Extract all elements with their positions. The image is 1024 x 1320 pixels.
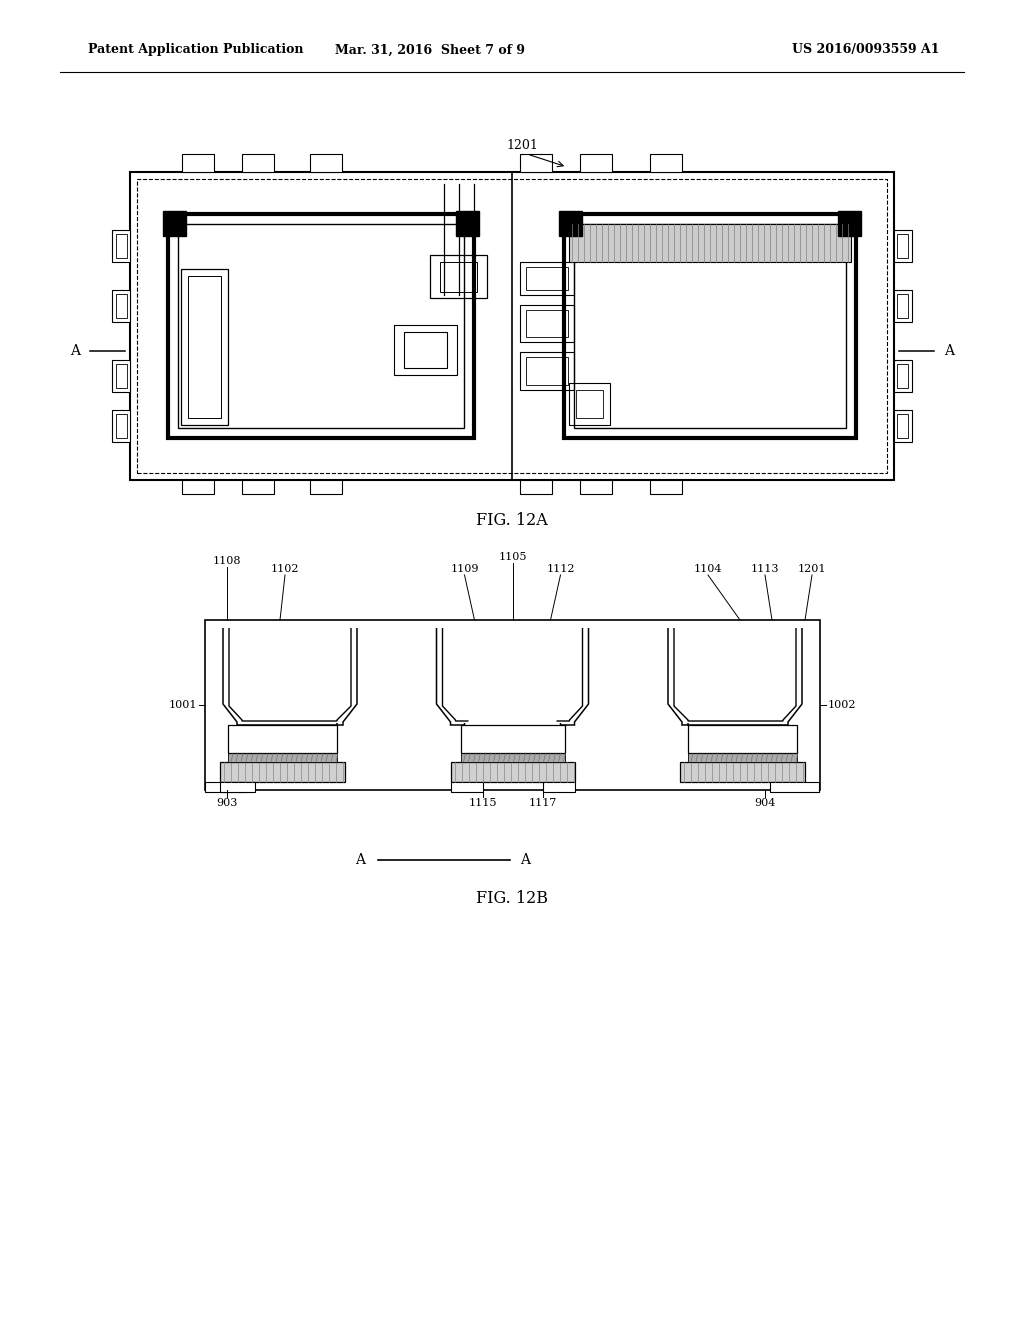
Bar: [897, 294, 908, 318]
Text: 1002: 1002: [828, 700, 856, 710]
Bar: [526, 267, 568, 290]
Bar: [116, 294, 127, 318]
Bar: [520, 352, 574, 389]
Bar: [137, 180, 887, 473]
Bar: [220, 762, 345, 781]
Bar: [181, 269, 228, 425]
Text: 1201: 1201: [798, 564, 826, 574]
Bar: [897, 414, 908, 438]
Bar: [116, 364, 127, 388]
Text: 1112: 1112: [546, 564, 574, 574]
Text: FIG. 12A: FIG. 12A: [476, 512, 548, 529]
Bar: [228, 725, 337, 752]
Bar: [116, 414, 127, 438]
Bar: [580, 154, 612, 172]
Bar: [894, 290, 912, 322]
Text: Mar. 31, 2016  Sheet 7 of 9: Mar. 31, 2016 Sheet 7 of 9: [335, 44, 525, 57]
Text: A: A: [355, 853, 365, 867]
Text: 1108: 1108: [213, 556, 242, 566]
Bar: [188, 276, 221, 418]
Bar: [894, 411, 912, 442]
Text: Patent Application Publication: Patent Application Publication: [88, 44, 303, 57]
Bar: [520, 480, 552, 494]
Bar: [688, 725, 797, 752]
Bar: [112, 290, 130, 322]
Bar: [112, 411, 130, 442]
Bar: [520, 261, 574, 294]
Bar: [520, 154, 552, 172]
Text: A: A: [944, 343, 954, 358]
Bar: [130, 172, 894, 480]
Bar: [526, 310, 568, 337]
Bar: [404, 333, 447, 368]
Bar: [564, 214, 856, 438]
Bar: [310, 154, 342, 172]
Text: 1115: 1115: [468, 799, 497, 808]
Bar: [680, 762, 805, 781]
Bar: [650, 154, 682, 172]
Text: 1001: 1001: [169, 700, 197, 710]
Bar: [543, 781, 574, 792]
Bar: [182, 480, 214, 494]
Bar: [163, 211, 186, 236]
Bar: [559, 211, 582, 236]
Text: 1104: 1104: [693, 564, 722, 574]
Bar: [430, 255, 487, 298]
Bar: [394, 325, 457, 375]
Bar: [526, 356, 568, 385]
Bar: [220, 781, 255, 792]
Text: 904: 904: [755, 799, 776, 808]
Text: 1102: 1102: [270, 564, 299, 574]
Bar: [894, 360, 912, 392]
Text: 1105: 1105: [499, 552, 526, 562]
Bar: [580, 480, 612, 494]
Text: A: A: [70, 343, 80, 358]
Bar: [116, 234, 127, 257]
Text: 1201: 1201: [506, 139, 538, 152]
Bar: [205, 620, 820, 789]
Text: 1117: 1117: [528, 799, 557, 808]
Bar: [688, 752, 797, 762]
Text: A: A: [520, 853, 530, 867]
Bar: [770, 781, 819, 792]
Bar: [569, 224, 851, 261]
Bar: [461, 752, 564, 762]
Bar: [242, 480, 274, 494]
Bar: [451, 762, 574, 781]
Bar: [520, 305, 574, 342]
Bar: [310, 480, 342, 494]
Bar: [897, 234, 908, 257]
Bar: [112, 360, 130, 392]
Bar: [894, 230, 912, 261]
Bar: [650, 480, 682, 494]
Bar: [451, 781, 482, 792]
Bar: [575, 389, 603, 418]
Bar: [440, 261, 477, 292]
Bar: [178, 224, 464, 428]
Bar: [182, 154, 214, 172]
Bar: [205, 781, 245, 792]
Text: 903: 903: [216, 799, 238, 808]
Text: 1113: 1113: [751, 564, 779, 574]
Bar: [838, 211, 861, 236]
Text: 1109: 1109: [451, 564, 479, 574]
Text: FIG. 12B: FIG. 12B: [476, 890, 548, 907]
Bar: [242, 154, 274, 172]
Bar: [897, 364, 908, 388]
Bar: [569, 383, 610, 425]
Bar: [456, 211, 479, 236]
Bar: [228, 752, 337, 762]
Text: US 2016/0093559 A1: US 2016/0093559 A1: [793, 44, 940, 57]
Bar: [168, 214, 474, 438]
Bar: [112, 230, 130, 261]
Bar: [461, 725, 564, 752]
Bar: [574, 224, 846, 428]
